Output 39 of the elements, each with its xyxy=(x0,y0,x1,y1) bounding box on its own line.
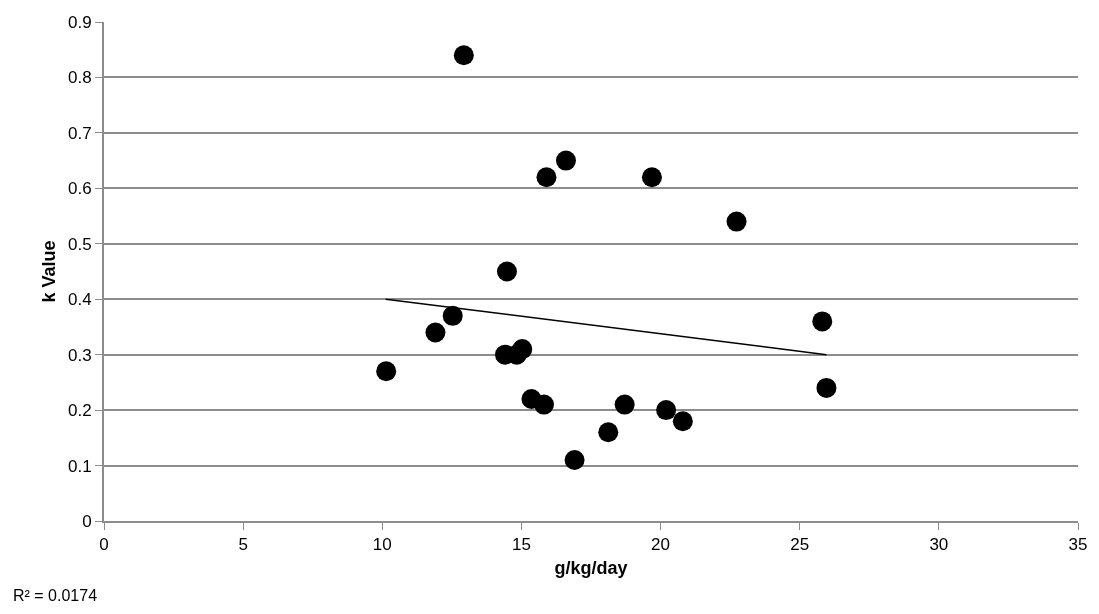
x-axis-title: g/kg/day xyxy=(554,558,628,578)
y-tick-label: 0 xyxy=(82,511,92,531)
x-tick-label: 25 xyxy=(790,535,810,555)
text: R² = 0.0174 xyxy=(13,587,98,604)
x-tick-label: 35 xyxy=(1068,535,1088,555)
y-tick-label: 0.7 xyxy=(67,123,92,143)
point xyxy=(533,394,554,415)
point xyxy=(512,339,533,360)
point xyxy=(425,322,446,343)
x-tick-label: 5 xyxy=(238,535,248,555)
y-tick-label: 0.4 xyxy=(67,290,92,310)
x-tick-label: 20 xyxy=(651,535,671,555)
y-tick-label: 0.2 xyxy=(67,401,92,421)
point xyxy=(496,261,517,282)
y-axis-title: k Value xyxy=(38,240,59,303)
y-tick-label: 0.3 xyxy=(67,345,92,365)
y-tick-label: 0.6 xyxy=(67,179,92,199)
point xyxy=(614,394,635,415)
y-tick-label: 0.1 xyxy=(67,456,92,476)
y-tick-label: 0.8 xyxy=(67,68,92,88)
x-tick-label: 10 xyxy=(372,535,392,555)
point xyxy=(672,411,693,432)
x-tick-label: 0 xyxy=(99,535,109,555)
x-tick-label: 15 xyxy=(511,535,531,555)
point xyxy=(816,377,837,398)
point xyxy=(812,311,833,332)
point xyxy=(453,45,474,66)
point xyxy=(598,422,619,443)
y-tick-label: 0.9 xyxy=(67,12,92,32)
point xyxy=(376,361,397,382)
point xyxy=(726,211,747,232)
point xyxy=(564,450,585,470)
y-tick-label: 0.5 xyxy=(67,234,92,254)
point xyxy=(442,305,463,326)
point xyxy=(536,167,557,188)
x-tick-label: 30 xyxy=(929,535,949,555)
point xyxy=(641,167,662,188)
point xyxy=(555,150,576,171)
point xyxy=(656,400,677,421)
